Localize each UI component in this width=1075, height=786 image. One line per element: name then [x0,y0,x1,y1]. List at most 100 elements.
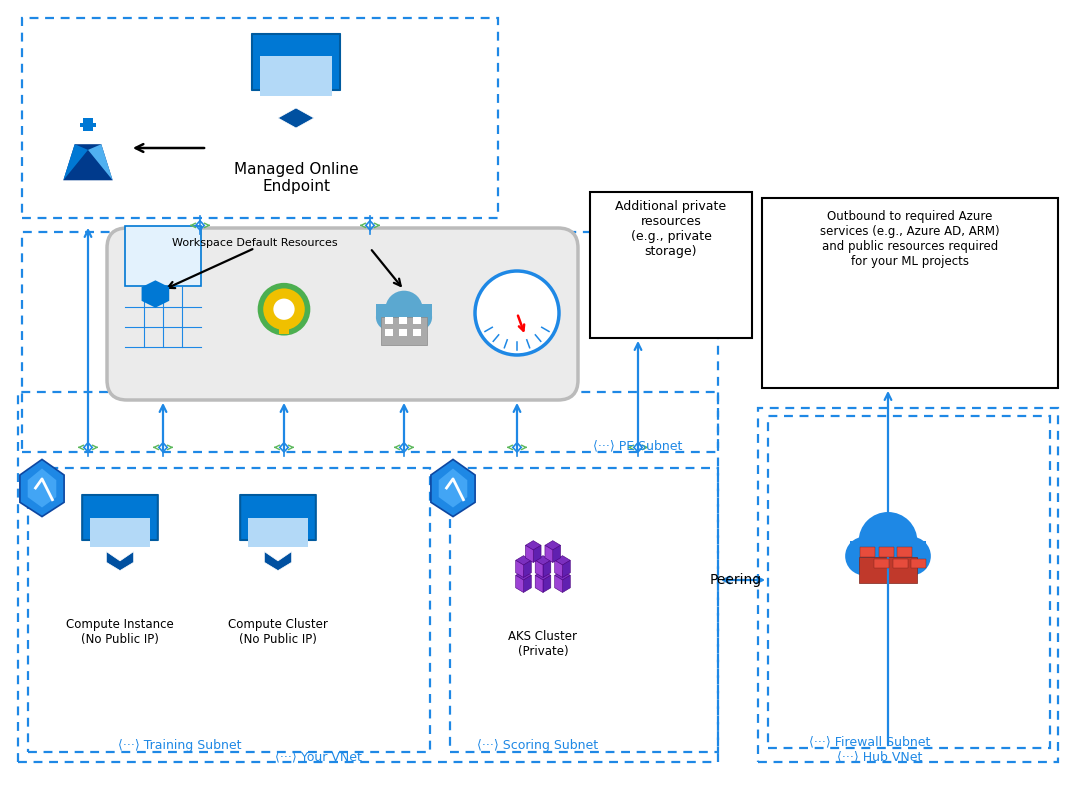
Bar [288,321,296,326]
Text: ⟨···⟩ Training Subnet: ⟨···⟩ Training Subnet [118,739,242,751]
Bar [288,312,296,318]
Polygon shape [533,545,541,563]
Bar [104,525,137,528]
Bar [292,66,300,78]
Polygon shape [555,560,562,578]
Bar [859,557,917,583]
Polygon shape [526,541,541,550]
Polygon shape [431,459,475,516]
Bar [28,468,430,752]
Bar [860,547,875,556]
Polygon shape [142,281,169,307]
Polygon shape [524,560,531,578]
Bar [84,118,92,131]
Text: ⟨···⟩ Hub VNet: ⟨···⟩ Hub VNet [837,751,922,763]
Bar [376,303,432,318]
Polygon shape [516,556,531,565]
Polygon shape [555,571,571,580]
Polygon shape [28,468,56,508]
Text: ⟨···⟩ PE Subnet: ⟨···⟩ PE Subnet [593,439,683,453]
Polygon shape [278,108,314,128]
Circle shape [859,512,917,571]
Polygon shape [555,556,571,565]
Polygon shape [535,575,543,593]
Polygon shape [526,545,533,563]
Bar [758,408,1058,762]
Circle shape [260,285,307,332]
Polygon shape [88,144,113,180]
Text: Outbound to required Azure
services (e.g., Azure AD, ARM)
and public resources r: Outbound to required Azure services (e.g… [820,210,1000,268]
Text: ⟨···⟩ Your VNet: ⟨···⟩ Your VNet [274,751,361,763]
Bar [413,317,420,324]
Bar [90,518,149,547]
Polygon shape [516,575,524,593]
Polygon shape [516,560,524,578]
Bar [898,547,913,556]
FancyBboxPatch shape [82,495,158,540]
Polygon shape [106,552,133,571]
Text: Compute Instance
(No Public IP): Compute Instance (No Public IP) [67,618,174,646]
Bar [878,547,894,556]
Circle shape [385,291,422,328]
Polygon shape [20,459,64,516]
Text: Workspace Default Resources: Workspace Default Resources [172,238,338,248]
Bar [80,123,97,127]
Bar [385,329,393,336]
Bar [18,392,718,762]
Polygon shape [555,575,562,593]
Bar [248,518,307,547]
Circle shape [892,537,931,575]
Polygon shape [562,560,571,578]
Polygon shape [63,144,88,180]
Polygon shape [535,560,543,578]
Bar [450,468,718,752]
Circle shape [475,271,559,355]
Text: Managed Online
Endpoint: Managed Online Endpoint [233,162,358,194]
Text: Peering: Peering [710,573,762,587]
Bar [399,329,406,336]
Bar [768,416,1050,748]
Polygon shape [553,545,560,563]
Bar [262,525,295,528]
Bar [381,318,428,345]
Circle shape [376,304,402,330]
Bar [22,18,498,218]
Circle shape [273,299,295,320]
Polygon shape [264,552,291,571]
Polygon shape [562,575,571,593]
Polygon shape [545,545,553,563]
Bar [399,317,406,324]
Text: ⟨···⟩ Scoring Subnet: ⟨···⟩ Scoring Subnet [477,739,599,751]
Bar [274,520,282,530]
Circle shape [406,304,432,330]
Bar [892,559,907,568]
FancyBboxPatch shape [108,228,578,400]
FancyBboxPatch shape [240,495,316,540]
Bar [260,56,332,96]
Polygon shape [535,556,550,565]
Bar [116,520,124,530]
Bar [912,559,927,568]
Polygon shape [535,571,550,580]
Polygon shape [439,468,468,508]
Text: Compute Cluster
(No Public IP): Compute Cluster (No Public IP) [228,618,328,646]
Bar [280,307,288,334]
Polygon shape [543,560,550,578]
Polygon shape [63,144,113,180]
FancyBboxPatch shape [125,226,201,286]
Bar [590,192,752,338]
Circle shape [845,537,884,575]
Polygon shape [543,575,550,593]
Text: Additional private
resources
(e.g., private
storage): Additional private resources (e.g., priv… [615,200,727,258]
Bar [850,542,926,557]
Bar [385,317,393,324]
Text: ⟨···⟩ Firewall Subnet: ⟨···⟩ Firewall Subnet [809,736,931,748]
Bar [762,198,1058,388]
Text: AKS Cluster
(Private): AKS Cluster (Private) [508,630,577,658]
FancyBboxPatch shape [252,34,340,90]
Bar [22,232,718,452]
Bar [413,329,420,336]
Polygon shape [516,571,531,580]
Bar [276,73,316,76]
Polygon shape [545,541,560,550]
